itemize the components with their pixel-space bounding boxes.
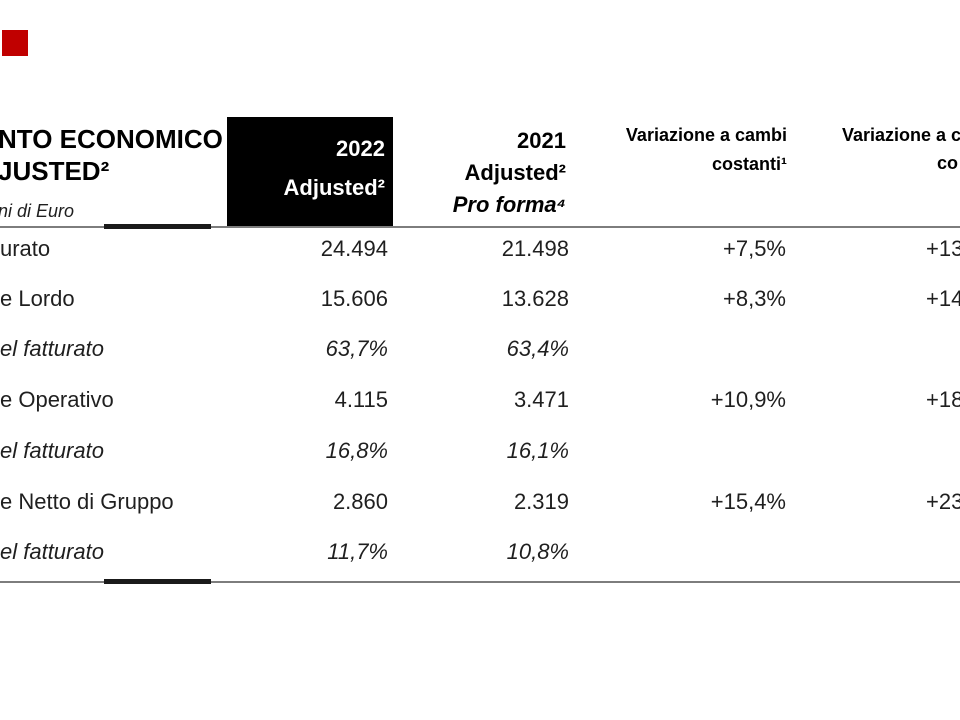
value-2022: 15.606 bbox=[320, 286, 388, 311]
column-header-variazione-cambi-costanti: Variazione a cambi costanti¹ bbox=[626, 121, 787, 179]
value-2021: 21.498 bbox=[501, 236, 569, 261]
value-2021: 16,1% bbox=[506, 438, 569, 463]
report-title-line2: JUSTED² bbox=[0, 156, 110, 186]
row-label: el fatturato bbox=[0, 336, 104, 361]
variazione-costanti-line1: Variazione a cambi bbox=[625, 125, 787, 145]
row-label: el fatturato bbox=[0, 438, 104, 463]
row-label: el fatturato bbox=[0, 539, 104, 564]
value-2022: 16,8% bbox=[325, 438, 388, 463]
column-header-2021-adjusted-proforma: 2021 Adjusted² Pro forma⁴ bbox=[453, 125, 566, 221]
row-label: urato bbox=[0, 236, 51, 261]
column-header-2021-proforma-label: Pro forma⁴ bbox=[452, 192, 566, 217]
column-header-2021-adjusted-label: Adjusted² bbox=[464, 160, 566, 185]
value-2021: 2.319 bbox=[513, 489, 569, 514]
column-header-2022-year: 2022 bbox=[336, 135, 385, 161]
column-header-2022-adjusted: 2022 Adjusted² bbox=[227, 117, 393, 226]
value-2022: 4.115 bbox=[334, 387, 388, 412]
value-2022: 11,7% bbox=[327, 539, 388, 564]
header-rule-gray bbox=[0, 226, 960, 228]
value-2021: 13.628 bbox=[501, 286, 569, 311]
value-2021: 10,8% bbox=[506, 539, 569, 564]
report-title-line1: NTO ECONOMICO bbox=[0, 124, 223, 154]
value-2021: 63,4% bbox=[506, 336, 569, 361]
red-corner-mark bbox=[2, 30, 28, 56]
value-var-costanti: +8,3% bbox=[723, 286, 786, 311]
row-label: e Operativo bbox=[0, 387, 114, 412]
column-header-2021-year: 2021 bbox=[517, 128, 566, 153]
value-var-correnti: +18 bbox=[926, 387, 960, 412]
row-label: e Netto di Gruppo bbox=[0, 489, 174, 514]
row-label: e Lordo bbox=[0, 286, 75, 311]
value-var-costanti: +10,9% bbox=[710, 387, 786, 412]
value-var-correnti: +23 bbox=[926, 489, 960, 514]
column-header-variazione-cambi-correnti-line1: Variazione a c bbox=[842, 125, 960, 145]
column-header-2022-adjusted-label: Adjusted² bbox=[283, 174, 385, 200]
units-label: ni di Euro bbox=[0, 201, 75, 221]
value-var-costanti: +7,5% bbox=[723, 236, 786, 261]
value-2022: 63,7% bbox=[325, 336, 388, 361]
footer-rule-black-segment bbox=[104, 579, 211, 584]
value-2022: 24.494 bbox=[320, 236, 388, 261]
value-2022: 2.860 bbox=[332, 489, 388, 514]
value-var-correnti: +13 bbox=[926, 236, 960, 261]
value-var-costanti: +15,4% bbox=[710, 489, 786, 514]
value-2021: 3.471 bbox=[513, 387, 569, 412]
header-rule-black-segment bbox=[104, 224, 211, 229]
footer-rule-gray bbox=[0, 581, 960, 583]
value-var-correnti: +14 bbox=[926, 286, 960, 311]
variazione-costanti-line2: costanti¹ bbox=[711, 154, 787, 174]
column-header-variazione-cambi-correnti-line2: co bbox=[937, 153, 959, 173]
